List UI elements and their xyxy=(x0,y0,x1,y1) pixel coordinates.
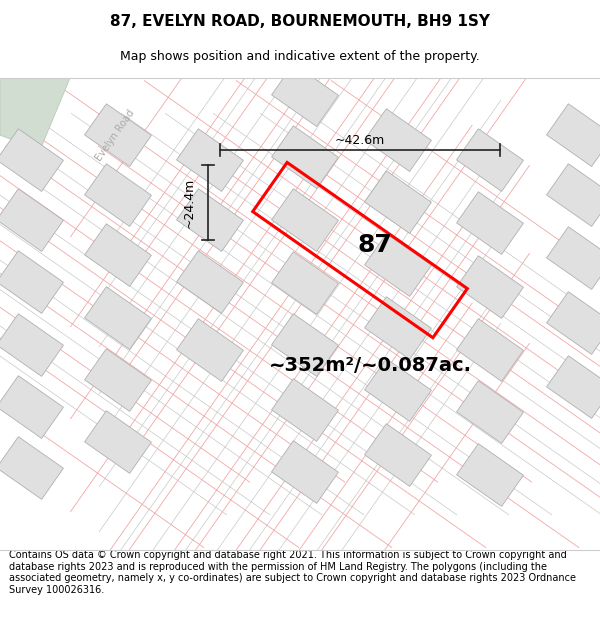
Text: Map shows position and indicative extent of the property.: Map shows position and indicative extent… xyxy=(120,50,480,62)
Polygon shape xyxy=(365,359,431,421)
Polygon shape xyxy=(457,319,523,381)
Polygon shape xyxy=(85,104,151,166)
Polygon shape xyxy=(547,164,600,226)
Polygon shape xyxy=(457,381,523,443)
Polygon shape xyxy=(365,234,431,296)
Text: ~24.4m: ~24.4m xyxy=(183,177,196,227)
Polygon shape xyxy=(457,192,523,254)
Text: 87, EVELYN ROAD, BOURNEMOUTH, BH9 1SY: 87, EVELYN ROAD, BOURNEMOUTH, BH9 1SY xyxy=(110,14,490,29)
Polygon shape xyxy=(0,314,64,376)
Polygon shape xyxy=(0,376,64,438)
Polygon shape xyxy=(176,319,244,381)
Polygon shape xyxy=(365,109,431,171)
Polygon shape xyxy=(0,129,64,191)
Polygon shape xyxy=(365,424,431,486)
Polygon shape xyxy=(0,437,64,499)
Text: Contains OS data © Crown copyright and database right 2021. This information is : Contains OS data © Crown copyright and d… xyxy=(9,550,576,595)
Polygon shape xyxy=(547,356,600,418)
Polygon shape xyxy=(547,292,600,354)
Polygon shape xyxy=(457,129,523,191)
Polygon shape xyxy=(0,78,70,150)
Polygon shape xyxy=(272,64,338,126)
Polygon shape xyxy=(85,224,151,286)
Polygon shape xyxy=(365,171,431,233)
Text: Evelyn Road: Evelyn Road xyxy=(94,107,136,162)
Polygon shape xyxy=(272,252,338,314)
Polygon shape xyxy=(0,251,64,313)
Polygon shape xyxy=(85,411,151,473)
Polygon shape xyxy=(547,104,600,166)
Polygon shape xyxy=(176,189,244,251)
Polygon shape xyxy=(457,444,523,506)
Polygon shape xyxy=(0,189,64,251)
Text: ~42.6m: ~42.6m xyxy=(335,134,385,147)
Text: ~352m²/~0.087ac.: ~352m²/~0.087ac. xyxy=(269,356,472,374)
Polygon shape xyxy=(85,287,151,349)
Polygon shape xyxy=(547,227,600,289)
Polygon shape xyxy=(85,349,151,411)
Polygon shape xyxy=(272,441,338,503)
Polygon shape xyxy=(272,379,338,441)
Polygon shape xyxy=(85,164,151,226)
Polygon shape xyxy=(272,314,338,376)
Polygon shape xyxy=(365,297,431,359)
Polygon shape xyxy=(272,189,338,251)
Polygon shape xyxy=(272,126,338,188)
Polygon shape xyxy=(176,251,244,313)
Text: 87: 87 xyxy=(358,233,392,257)
Polygon shape xyxy=(176,129,244,191)
Polygon shape xyxy=(457,256,523,318)
